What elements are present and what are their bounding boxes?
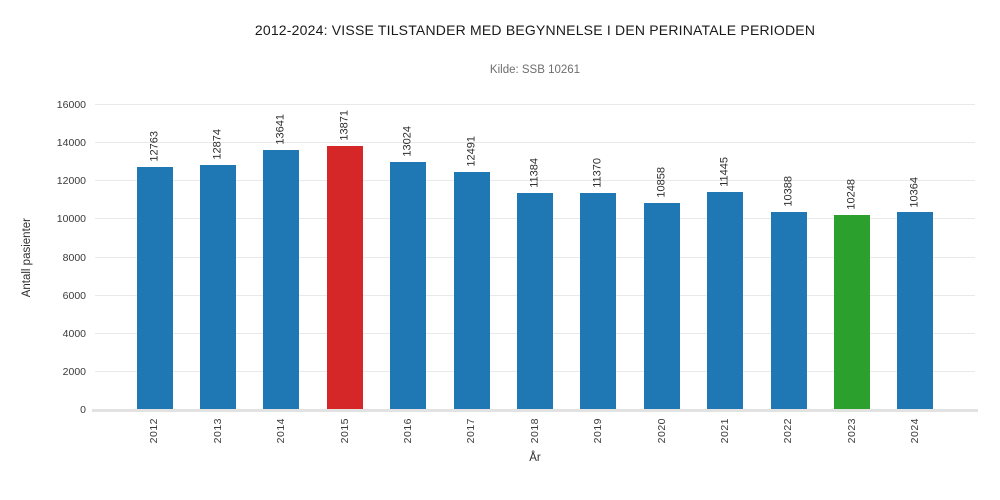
- bar-2024: [897, 212, 934, 410]
- x-tick-label-2015: 2015: [338, 418, 351, 444]
- x-tick-slot-2012: 2012: [123, 418, 186, 443]
- bar-slot-2012: 12763: [123, 105, 186, 410]
- x-tick-label-2020: 2020: [655, 418, 668, 444]
- gridline-16000: [95, 104, 975, 105]
- bar-slot-2022: 10388: [757, 105, 820, 410]
- bar-2021: [707, 191, 744, 410]
- plot-area: 0 2000 4000 6000 8000 10000 12000 14000 16000 12…: [57, 99, 978, 443]
- bar-2020: [643, 203, 680, 410]
- y-tick-label-4000: 4000: [62, 327, 86, 340]
- bar-value-label-2024: 10364: [908, 176, 921, 208]
- x-tick-label-2017: 2017: [465, 418, 478, 444]
- y-tick-label-14000: 14000: [56, 137, 86, 150]
- x-tick-slot-2021: 2021: [694, 418, 757, 443]
- x-tick-label-2018: 2018: [528, 418, 541, 444]
- x-tick-slot-2024: 2024: [884, 418, 947, 443]
- bars-row: 12763 12874 13641 13871 13024 12491 11384 11370…: [95, 105, 975, 410]
- bar-slot-2019: 11370: [567, 105, 630, 410]
- bar-slot-2016: 13024: [377, 105, 440, 410]
- x-axis-ticks: 2012 2013 2014 2015 2016 2017 2018 2019 2020 2021…: [95, 418, 975, 443]
- y-tick-label-16000: 16000: [56, 99, 86, 111]
- x-tick-label-2022: 2022: [782, 418, 795, 444]
- bar-slot-2018: 11384: [503, 105, 566, 410]
- x-tick-slot-2015: 2015: [313, 418, 376, 443]
- x-tick-label-2019: 2019: [592, 418, 605, 444]
- chart-subtitle: Kilde: SSB 10261: [489, 64, 581, 76]
- y-axis-label: Antall pasienter: [21, 217, 33, 298]
- x-tick-slot-2020: 2020: [630, 418, 693, 443]
- x-axis-label: År: [529, 452, 541, 464]
- bar-value-label-2017: 12491: [465, 136, 478, 167]
- bar-2022: [770, 211, 807, 410]
- x-tick-label-2014: 2014: [275, 418, 288, 444]
- bar-value-label-2023: 10248: [845, 179, 858, 210]
- gridline-12000: [95, 180, 975, 182]
- bar-value-label-2015: 13871: [338, 110, 351, 141]
- x-tick-label-2012: 2012: [148, 418, 161, 444]
- bar-value-label-2016: 13024: [401, 126, 414, 157]
- bar-value-label-2018: 11384: [528, 158, 541, 188]
- bar-2016: [390, 161, 427, 410]
- bar-2014: [263, 149, 300, 410]
- bar-slot-2021: 11445: [694, 105, 757, 410]
- y-tick-label-8000: 8000: [62, 251, 86, 264]
- bar-slot-2024: 10364: [884, 105, 947, 410]
- bar-slot-2013: 12874: [186, 105, 249, 410]
- x-tick-slot-2022: 2022: [757, 418, 820, 443]
- y-tick-label-2000: 2000: [62, 365, 86, 378]
- bar-value-label-2019: 11370: [591, 158, 604, 189]
- bar-value-label-2012: 12763: [148, 131, 161, 162]
- bar-2017: [453, 171, 490, 410]
- x-tick-slot-2014: 2014: [250, 418, 313, 443]
- x-tick-slot-2023: 2023: [820, 418, 883, 443]
- bar-value-label-2013: 12874: [211, 129, 224, 160]
- y-tick-label-12000: 12000: [56, 175, 86, 188]
- bar-slot-2014: 13641: [250, 105, 313, 410]
- bar-value-label-2020: 10858: [655, 167, 668, 199]
- y-tick-label-6000: 6000: [62, 289, 86, 302]
- bar-2019: [580, 193, 617, 410]
- x-tick-slot-2016: 2016: [377, 418, 440, 443]
- bar-2015: [326, 145, 363, 410]
- bar-slot-2017: 12491: [440, 105, 503, 410]
- x-tick-label-2016: 2016: [402, 418, 414, 444]
- y-tick-label-10000: 10000: [56, 213, 86, 226]
- x-tick-slot-2013: 2013: [186, 418, 249, 443]
- bar-2012: [136, 166, 173, 410]
- bar-2023: [833, 214, 870, 410]
- x-tick-slot-2018: 2018: [503, 418, 566, 443]
- gridline-14000: [95, 142, 975, 144]
- x-tick-label-2024: 2024: [909, 418, 922, 444]
- x-tick-label-2023: 2023: [845, 418, 858, 444]
- x-tick-slot-2017: 2017: [440, 418, 503, 443]
- bar-slot-2015: 13871: [313, 105, 376, 410]
- x-tick-label-2013: 2013: [211, 418, 224, 444]
- x-axis-line: [92, 409, 978, 412]
- y-tick-label-0: 0: [80, 404, 86, 416]
- x-tick-slot-2019: 2019: [567, 418, 630, 443]
- bar-slot-2023: 10248: [820, 105, 883, 410]
- bar-value-label-2014: 13641: [274, 114, 287, 145]
- bar-2018: [517, 193, 554, 410]
- bar-value-label-2022: 10388: [782, 176, 795, 207]
- chart-title: 2012-2024: VISSE TILSTANDER MED BEGYNNEL…: [254, 22, 816, 38]
- bar-2013: [200, 164, 237, 410]
- bar-value-label-2021: 11445: [718, 157, 731, 187]
- x-tick-label-2021: 2021: [718, 418, 731, 444]
- bar-slot-2020: 10858: [630, 105, 693, 410]
